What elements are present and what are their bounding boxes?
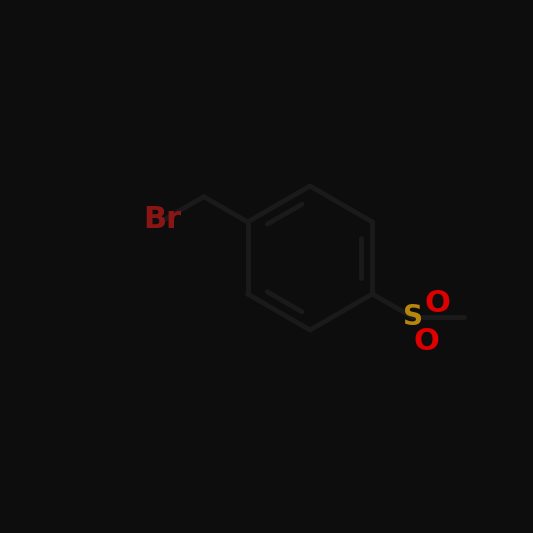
- Text: Br: Br: [143, 205, 181, 234]
- Text: O: O: [424, 289, 450, 318]
- Text: O: O: [414, 327, 440, 356]
- Text: S: S: [403, 303, 423, 332]
